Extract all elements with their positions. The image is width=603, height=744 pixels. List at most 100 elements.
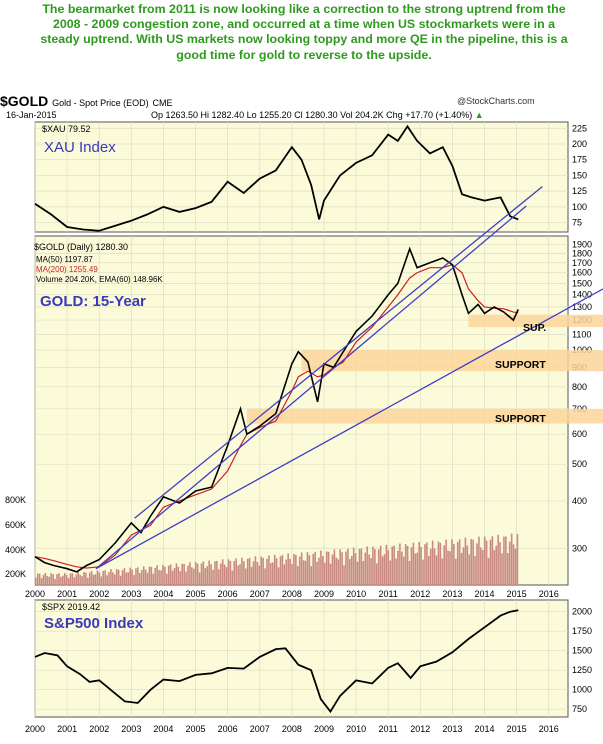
volume-bar xyxy=(291,564,293,585)
volume-bar xyxy=(470,539,472,585)
volume-bar xyxy=(79,574,81,585)
x-axis-year-label: 2015 xyxy=(507,589,527,599)
volume-bar xyxy=(67,577,70,585)
volume-bar xyxy=(40,578,43,585)
gold-volume-label: Volume 204.20K, EMA(60) 148.96K xyxy=(36,275,163,284)
volume-bar xyxy=(112,572,114,585)
volume-bar xyxy=(270,562,272,585)
x-axis-year-label: 2012 xyxy=(410,589,430,599)
volume-bar xyxy=(453,543,455,585)
volume-bar xyxy=(420,546,422,585)
volume-bar xyxy=(408,560,411,585)
x-axis-year-label: 2002 xyxy=(89,724,109,734)
volume-bar xyxy=(399,543,401,585)
volume-bar xyxy=(162,564,164,585)
volume-bar xyxy=(46,575,49,585)
volume-bar xyxy=(476,543,478,585)
volume-bar xyxy=(374,549,376,585)
volume-bar xyxy=(181,563,184,585)
volume-bar xyxy=(451,539,453,585)
x-axis-year-label: 2005 xyxy=(186,724,206,734)
volume-bar xyxy=(404,544,407,585)
x-axis-year-label: 2005 xyxy=(186,589,206,599)
x-axis-year-label: 2016 xyxy=(539,589,559,599)
x-axis-year-label: 2001 xyxy=(57,589,77,599)
volume-bar xyxy=(61,575,64,585)
volume-bar xyxy=(262,557,264,585)
volume-bar xyxy=(495,545,498,585)
up-arrow-icon: ▲ xyxy=(474,110,484,120)
volume-bar xyxy=(454,558,457,585)
volume-bar xyxy=(264,568,266,585)
gold-symbol-label: $GOLD (Daily) 1280.30 xyxy=(34,242,128,252)
volume-bar xyxy=(487,557,490,585)
volume-bar xyxy=(406,546,409,585)
volume-bar xyxy=(456,541,459,585)
volume-bar xyxy=(499,542,501,585)
volume-bar xyxy=(210,564,212,585)
volume-bar xyxy=(354,553,357,585)
volume-bar xyxy=(333,549,336,585)
volume-bar xyxy=(250,566,253,585)
volume-bar xyxy=(167,565,170,585)
volume-bar xyxy=(501,553,503,585)
volume-bar xyxy=(154,567,157,585)
volume-bar xyxy=(85,572,87,585)
gold-ytick-label: 1400 xyxy=(572,290,592,300)
volume-bar xyxy=(183,563,185,585)
volume-bar xyxy=(229,560,232,585)
x-axis-year-label: 2003 xyxy=(121,724,141,734)
spx-ytick-label: 1500 xyxy=(572,646,592,656)
volume-bar xyxy=(320,550,322,585)
volume-bar xyxy=(221,559,224,585)
volume-bar xyxy=(318,557,320,585)
volume-bar xyxy=(244,568,247,585)
volume-bar xyxy=(208,560,210,585)
volume-bar xyxy=(191,567,193,585)
volume-bar xyxy=(73,577,76,585)
gold-title: GOLD: 15-Year xyxy=(40,293,146,310)
support-band xyxy=(301,350,603,372)
volume-bar xyxy=(164,566,166,585)
volume-bar xyxy=(148,566,151,585)
volume-bar xyxy=(379,545,382,585)
volume-bar xyxy=(254,556,257,585)
support-label: SUPPORT xyxy=(495,413,546,425)
volume-bar xyxy=(414,553,417,585)
spx-ytick-label: 750 xyxy=(572,704,587,714)
volume-bar xyxy=(75,574,78,585)
volume-bar xyxy=(248,557,251,585)
x-axis-year-label: 2002 xyxy=(89,589,109,599)
x-axis-year-label: 2006 xyxy=(218,589,238,599)
spx-title: S&P500 Index xyxy=(44,615,144,632)
volume-bar xyxy=(125,572,128,585)
volume-bar xyxy=(63,573,66,585)
volume-bar xyxy=(489,539,492,585)
volume-bar xyxy=(322,556,324,585)
volume-bar xyxy=(121,570,124,585)
spx-ytick-label: 1750 xyxy=(572,626,592,636)
xau-ytick-label: 225 xyxy=(572,123,587,133)
volume-bar xyxy=(218,569,220,585)
volume-bar xyxy=(505,536,507,585)
volume-bar xyxy=(362,561,365,585)
volume-bar xyxy=(431,540,434,585)
volume-bar xyxy=(60,576,62,585)
volume-bar xyxy=(52,574,54,585)
volume-bar xyxy=(424,544,426,585)
volume-bar xyxy=(352,547,355,585)
volume-bar xyxy=(308,555,311,585)
volume-tick-label: 200K xyxy=(5,569,26,579)
volume-bar xyxy=(343,565,345,585)
volume-bar xyxy=(219,563,222,585)
x-axis-year-label: 2003 xyxy=(121,589,141,599)
volume-bar xyxy=(223,564,226,585)
support-band xyxy=(468,314,603,328)
volume-bar xyxy=(418,542,420,585)
volume-bar xyxy=(460,552,463,585)
volume-bar xyxy=(381,556,384,585)
volume-bar xyxy=(214,561,216,585)
xau-ytick-label: 125 xyxy=(572,186,587,196)
volume-bar xyxy=(298,556,301,585)
gold-ytick-label: 500 xyxy=(572,459,587,469)
